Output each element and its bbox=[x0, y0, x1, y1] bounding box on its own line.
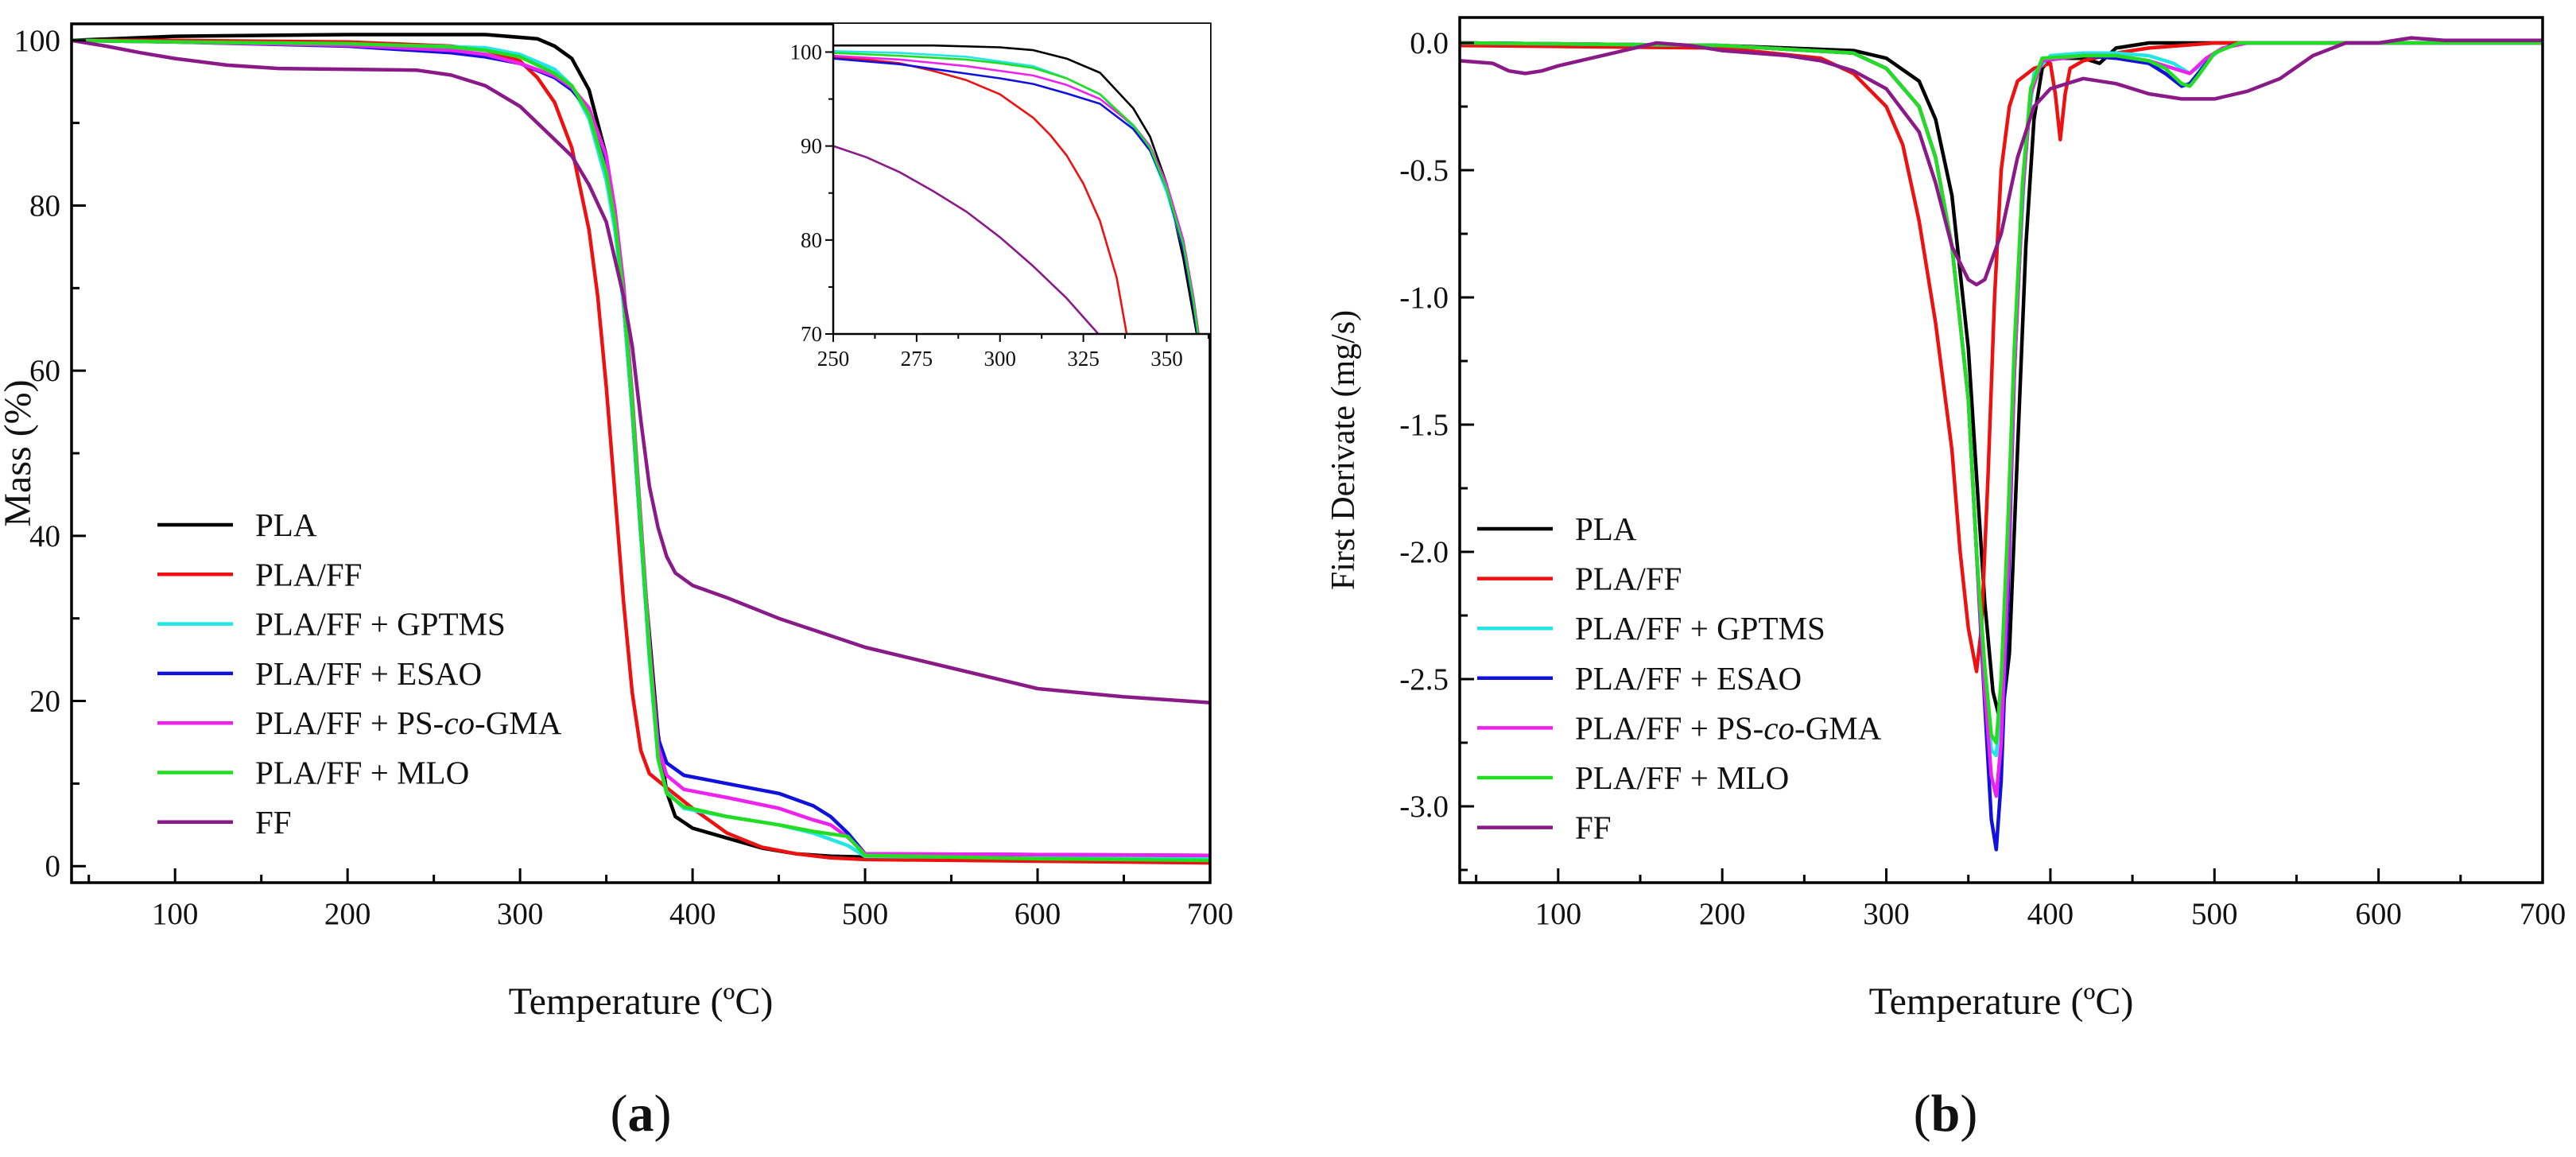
x-tick-label: 400 bbox=[669, 897, 716, 931]
legend-label-pla-ff-mlo: PLA/FF + MLO bbox=[1575, 759, 1789, 796]
inset-y-tick-label: 80 bbox=[801, 228, 822, 252]
y-tick-label: 40 bbox=[29, 519, 60, 553]
x-tick-label: 100 bbox=[1535, 897, 1582, 931]
legend-label-pla-ff: PLA/FF bbox=[1575, 561, 1682, 597]
series-group bbox=[1460, 36, 2543, 852]
x-tick-label: 200 bbox=[324, 897, 371, 931]
legend-label-ff: FF bbox=[1575, 810, 1612, 846]
series-pla-ff-mlo bbox=[1460, 41, 2543, 745]
panel-b: 100 200 300 400 500 600 700 0.0 -0.5 -1.0 -1.5 -2.0… bbox=[1325, 16, 2566, 1143]
panel-label: (a) bbox=[611, 1085, 672, 1143]
x-tick-label: 600 bbox=[2355, 897, 2402, 931]
inset-series-group bbox=[833, 44, 1201, 334]
inset-series-ff bbox=[833, 145, 1100, 334]
x-tick-label: 700 bbox=[1187, 897, 1234, 931]
inset: 250 275 300 325 350 70 80 90 100 bbox=[790, 24, 1210, 371]
legend-label-pla-ff-ps-co-gma: PLA/FF + PS-co-GMA bbox=[1575, 709, 1882, 746]
x-tick-label: 600 bbox=[1014, 897, 1061, 931]
inset-series-pla-ff-esao bbox=[833, 57, 1199, 334]
y-tick-label: 20 bbox=[29, 685, 60, 719]
legend-label-pla: PLA bbox=[1575, 511, 1637, 547]
inset-y-tick-label: 100 bbox=[790, 40, 823, 64]
legend: PLA PLA/FF PLA/FF + GPTMS PLA/FF + ESAO PLA/… bbox=[157, 507, 562, 841]
y-tick-label: -1.5 bbox=[1399, 408, 1449, 442]
series-ff bbox=[72, 38, 1210, 705]
x-tick-label: 300 bbox=[1863, 897, 1910, 931]
inset-x-tick-label: 325 bbox=[1067, 347, 1100, 371]
series-pla-ff bbox=[1460, 41, 2543, 674]
inset-series-pla-ff-mlo bbox=[833, 52, 1200, 334]
inset-background bbox=[833, 24, 1210, 334]
y-axis-title: Mass (%) bbox=[0, 379, 39, 526]
x-axis-title: Temperature (ºC) bbox=[509, 980, 774, 1023]
y-tick-label: 80 bbox=[29, 188, 60, 223]
legend-label-pla: PLA bbox=[255, 507, 317, 543]
inset-y-tick-label: 90 bbox=[801, 134, 822, 158]
series-group bbox=[72, 33, 1210, 865]
x-tick-label: 200 bbox=[1699, 897, 1746, 931]
inset-series-pla bbox=[833, 44, 1198, 334]
inset-x-tick-label: 275 bbox=[901, 347, 933, 371]
inset-series-pla-ff-ps-co-gma bbox=[833, 54, 1201, 334]
y-axis-title: First Derivate (mg/s) bbox=[1325, 310, 1362, 590]
x-tick-label: 500 bbox=[842, 897, 889, 931]
inset-y-tick-label: 70 bbox=[801, 322, 822, 346]
legend-label-pla-ff-gptms: PLA/FF + GPTMS bbox=[255, 606, 506, 643]
x-tick-label: 300 bbox=[497, 897, 544, 931]
y-tick-label: 100 bbox=[14, 24, 61, 58]
inset-x-tick-label: 350 bbox=[1150, 347, 1183, 371]
y-tick-label: -2.5 bbox=[1399, 662, 1449, 697]
y-tick-label: 60 bbox=[29, 354, 60, 388]
legend-label-pla-ff-mlo: PLA/FF + MLO bbox=[255, 755, 469, 791]
x-tick-label: 700 bbox=[2520, 897, 2566, 931]
inset-x-tick-label: 300 bbox=[983, 347, 1016, 371]
legend-label-pla-ff: PLA/FF bbox=[255, 556, 362, 592]
legend-label-pla-ff-ps-co-gma: PLA/FF + PS-co-GMA bbox=[255, 705, 562, 741]
y-tick-label: -0.5 bbox=[1399, 153, 1449, 188]
legend: PLA PLA/FF PLA/FF + GPTMS PLA/FF + ESAO PLA/… bbox=[1477, 511, 1882, 846]
legend-label-pla-ff-esao: PLA/FF + ESAO bbox=[255, 655, 482, 692]
legend-label-pla-ff-esao: PLA/FF + ESAO bbox=[1575, 660, 1802, 697]
y-tick-label: -3.0 bbox=[1399, 790, 1449, 824]
legend-label-ff: FF bbox=[255, 804, 292, 841]
plot-frame bbox=[1458, 16, 2544, 884]
x-tick-label: 500 bbox=[2191, 897, 2238, 931]
panel-label: (b) bbox=[1914, 1085, 1978, 1143]
y-tick-label: 0 bbox=[45, 849, 61, 883]
legend-label-pla-ff-gptms: PLA/FF + GPTMS bbox=[1575, 610, 1825, 646]
panel-a: 100 200 300 400 500 600 700 0 20 40 60 80 100 Tempera… bbox=[0, 22, 1234, 1143]
y-tick-label: 0.0 bbox=[1410, 26, 1449, 60]
y-tick-label: -2.0 bbox=[1399, 535, 1449, 569]
x-tick-label: 400 bbox=[2027, 897, 2074, 931]
inset-x-tick-label: 250 bbox=[817, 347, 850, 371]
y-tick-label: -1.0 bbox=[1399, 281, 1449, 315]
series-pla-ff-mlo bbox=[72, 38, 1210, 863]
x-axis-title: Temperature (ºC) bbox=[1869, 980, 2134, 1023]
series-ff bbox=[1460, 36, 2543, 287]
x-tick-label: 100 bbox=[152, 897, 199, 931]
